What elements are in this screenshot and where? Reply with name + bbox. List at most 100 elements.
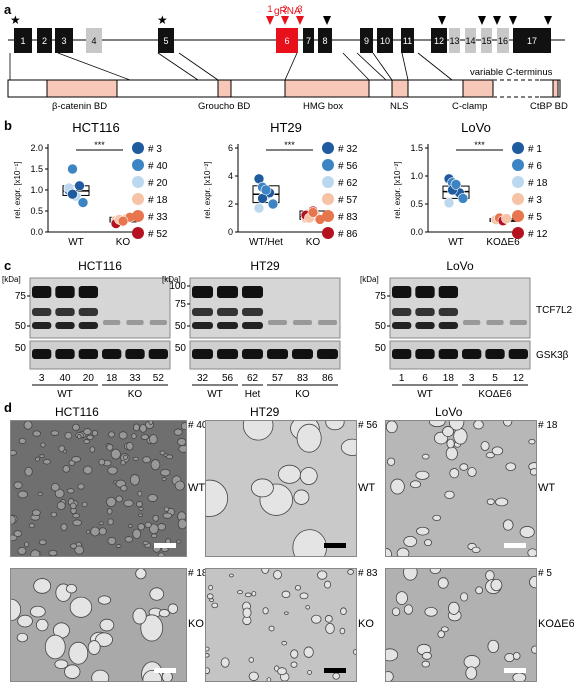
scale-bar — [154, 543, 176, 548]
x-group-label: KO — [306, 237, 321, 248]
legend-marker — [322, 210, 334, 222]
legend-label: # 20 — [148, 178, 168, 189]
protein-band — [415, 308, 435, 316]
micrograph-image — [205, 568, 357, 682]
lane-label: 12 — [513, 373, 525, 384]
data-point — [457, 193, 469, 204]
loading-band — [55, 349, 75, 359]
legend-marker — [132, 193, 144, 205]
domain-label: NLS — [390, 101, 408, 112]
micrograph-panel: HCT116 HT29 LoVo # 40 WT # 56 WT # 18 WT # 18 K… — [0, 400, 574, 685]
lane-label: 62 — [247, 373, 259, 384]
exon-box — [276, 28, 298, 53]
data-point — [74, 180, 85, 192]
lane-label: 3 — [469, 373, 475, 384]
exon-number: 2 — [42, 36, 47, 46]
protein-band — [268, 320, 287, 325]
scale-bar — [324, 543, 346, 548]
plot-title: HT29 — [270, 120, 302, 135]
y-tick-label: 0.0 — [410, 227, 423, 237]
kda-label: [kDa] — [2, 275, 21, 284]
star-icon: ★ — [157, 13, 168, 27]
exon-box — [401, 28, 414, 53]
loading-band — [462, 349, 482, 359]
exon-box — [497, 28, 509, 53]
lane-label: 56 — [222, 373, 234, 384]
legend-label: # 57 — [338, 195, 358, 206]
y-tick-label: 0 — [228, 227, 233, 237]
group-label: WT — [207, 389, 223, 398]
exon-box — [37, 28, 52, 53]
triangle-marker-icon — [544, 16, 552, 25]
data-point — [450, 179, 462, 190]
hmg-box-domain — [284, 79, 370, 98]
blot-membrane — [189, 340, 341, 370]
data-point — [67, 163, 78, 175]
panel-label-c: c — [4, 258, 12, 273]
protein-band — [242, 286, 263, 298]
protein-band — [217, 286, 238, 298]
y-tick-label: 1.0 — [30, 185, 43, 195]
legend-label: # 18 — [528, 178, 548, 189]
legend-marker — [132, 159, 144, 171]
expression-plots: HCT116 rel. expr. [x10⁻¹] 0.0 0.5 1.0 1.5 2.0 W… — [13, 120, 548, 248]
clone-id-label: # 40 — [188, 420, 208, 431]
exon-number: 13 — [449, 36, 459, 46]
significance-label: *** — [284, 140, 295, 150]
x-group-label: WT — [448, 237, 464, 248]
exon-number: 4 — [91, 36, 96, 46]
lane-label: 32 — [197, 373, 209, 384]
lane-label: 3 — [39, 373, 45, 384]
protein-band — [392, 308, 412, 316]
protein-band — [392, 322, 412, 329]
y-tick-label: 6 — [228, 143, 233, 153]
loading-band — [415, 349, 435, 359]
legend-marker — [512, 176, 524, 188]
groucho-domain — [217, 79, 232, 98]
y-tick-label: 2 — [228, 199, 233, 209]
y-tick-label: 1.5 — [30, 164, 43, 174]
exon-number: 10 — [380, 36, 390, 46]
group-label: Het — [245, 389, 261, 398]
lane-label: 52 — [153, 373, 165, 384]
lane-label: 1 — [399, 373, 405, 384]
loading-band — [217, 349, 238, 359]
protein-band — [293, 320, 312, 325]
exon-number: 14 — [465, 36, 475, 46]
legend-marker — [322, 142, 334, 154]
y-axis-label: rel. expr. [x10⁻²] — [393, 161, 402, 218]
genotype-label: WT — [358, 481, 376, 494]
legend-marker — [322, 193, 334, 205]
plot-title: HCT116 — [72, 120, 119, 135]
loading-band — [32, 349, 52, 359]
gRNA-arrow-icon — [281, 16, 289, 25]
triangle-marker-icon — [509, 16, 517, 25]
domain-label: HMG box — [303, 101, 343, 112]
data-point — [267, 198, 279, 210]
panel-label-d: d — [4, 400, 12, 415]
y-tick-label: 1.5 — [410, 143, 423, 153]
loading-band — [267, 349, 288, 359]
data-point — [67, 188, 78, 200]
micrograph-image — [10, 568, 187, 682]
legend-label: # 32 — [338, 144, 358, 155]
legend-label: # 52 — [148, 229, 168, 240]
exon-box — [14, 28, 32, 53]
blot-title: HT29 — [250, 259, 280, 273]
micrograph-image — [385, 420, 537, 557]
beta-catenin-domain — [46, 79, 118, 98]
exon-box — [431, 28, 447, 53]
loading-band — [292, 349, 313, 359]
protein-band — [32, 322, 52, 329]
group-label: KO — [128, 389, 143, 398]
exon-box — [449, 28, 460, 53]
protein-band — [103, 320, 121, 325]
legend-label: # 18 — [148, 195, 168, 206]
marker-label: 50 — [175, 343, 187, 354]
group-label: KO — [295, 389, 310, 398]
y-tick-label: 0.5 — [410, 199, 423, 209]
loading-band — [102, 349, 122, 359]
kda-label: [kDa] — [360, 275, 379, 284]
protein-band — [78, 322, 98, 329]
